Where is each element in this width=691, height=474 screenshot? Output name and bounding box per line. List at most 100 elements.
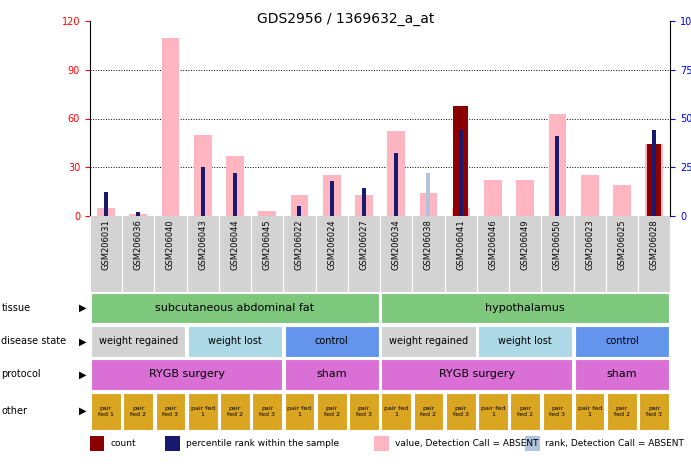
Text: sham: sham [607,369,637,380]
Text: GSM206028: GSM206028 [650,219,659,270]
Text: pair fed
1: pair fed 1 [481,406,505,417]
Bar [556,136,559,216]
Text: weight regained: weight regained [99,336,178,346]
Bar [355,195,372,216]
Bar [285,359,379,390]
Text: GSM206036: GSM206036 [133,219,143,270]
Bar [575,392,605,430]
Text: ▶: ▶ [79,303,86,313]
Bar [330,181,334,216]
Text: pair
fed 3: pair fed 3 [549,406,565,417]
Text: pair fed
1: pair fed 1 [287,406,312,417]
Text: GSM206034: GSM206034 [392,219,401,270]
Text: pair
fed 2: pair fed 2 [227,406,243,417]
Text: GSM206049: GSM206049 [520,219,530,270]
Text: pair
fed 3: pair fed 3 [356,406,372,417]
Bar [91,326,185,356]
Bar [317,392,346,430]
Text: GSM206025: GSM206025 [617,219,627,270]
Bar [129,214,147,216]
Bar [90,436,104,450]
Text: control: control [315,336,348,346]
Bar [252,392,282,430]
Bar [124,392,153,430]
Text: pair
fed 2: pair fed 2 [130,406,146,417]
Bar [285,326,379,356]
Text: pair fed
1: pair fed 1 [191,406,215,417]
Text: weight lost: weight lost [498,336,552,346]
Text: pair
fed 2: pair fed 2 [517,406,533,417]
Text: pair fed
1: pair fed 1 [578,406,602,417]
Bar [575,326,669,356]
Bar [220,392,249,430]
Text: GSM206024: GSM206024 [327,219,337,270]
Bar [136,212,140,216]
Bar [162,37,179,216]
Text: GSM206022: GSM206022 [295,219,304,270]
Bar [525,436,540,450]
Text: GSM206031: GSM206031 [102,219,111,270]
Text: GSM206023: GSM206023 [585,219,594,270]
Bar [484,180,502,216]
Text: GSM206041: GSM206041 [456,219,465,270]
Text: ▶: ▶ [79,406,86,416]
Bar [387,131,405,216]
Bar [478,326,572,356]
Bar [285,392,314,430]
Bar [575,359,669,390]
Bar [580,175,598,216]
Text: rank, Detection Call = ABSENT: rank, Detection Call = ABSENT [545,439,684,448]
Bar [395,154,398,216]
Bar [613,185,631,216]
Text: pair
fed 3: pair fed 3 [259,406,275,417]
Bar [97,208,115,216]
Text: RYGB surgery: RYGB surgery [149,369,225,380]
Bar [362,189,366,216]
Text: tissue: tissue [1,303,30,313]
Text: pair
fed 2: pair fed 2 [420,406,437,417]
Text: control: control [605,336,638,346]
Bar [193,135,211,216]
Bar [290,195,308,216]
Text: pair
fed 3: pair fed 3 [453,406,468,417]
Bar [91,293,379,323]
Text: pair
fed 3: pair fed 3 [646,406,662,417]
Bar [381,293,669,323]
Text: pair
fed 2: pair fed 2 [614,406,630,417]
Bar [226,156,244,216]
Text: pair
fed 2: pair fed 2 [323,406,340,417]
Text: weight lost: weight lost [208,336,262,346]
Bar [607,392,636,430]
Text: GSM206045: GSM206045 [263,219,272,270]
Text: disease state: disease state [1,336,66,346]
Bar [652,130,656,216]
Bar [381,359,572,390]
Bar [414,392,443,430]
Bar [549,114,566,216]
Bar [381,392,411,430]
Bar [639,392,669,430]
Bar [645,145,663,216]
Text: percentile rank within the sample: percentile rank within the sample [186,439,339,448]
Text: subcutaneous abdominal fat: subcutaneous abdominal fat [155,303,314,313]
Text: weight regained: weight regained [389,336,468,346]
Bar [298,206,301,216]
Bar [647,145,661,216]
Text: RYGB surgery: RYGB surgery [439,369,515,380]
Text: pair
fed 1: pair fed 1 [98,406,114,417]
Text: GSM206043: GSM206043 [198,219,207,270]
Text: count: count [110,439,135,448]
Bar [90,216,670,292]
Bar [258,211,276,216]
Bar [419,193,437,216]
Bar [233,173,237,216]
Bar [188,326,282,356]
Bar [188,392,218,430]
Text: GSM206038: GSM206038 [424,219,433,270]
Bar [426,173,430,216]
Text: GDS2956 / 1369632_a_at: GDS2956 / 1369632_a_at [257,12,434,26]
Bar [446,392,475,430]
Text: sham: sham [316,369,347,380]
Bar [91,392,121,430]
Bar [453,106,468,216]
